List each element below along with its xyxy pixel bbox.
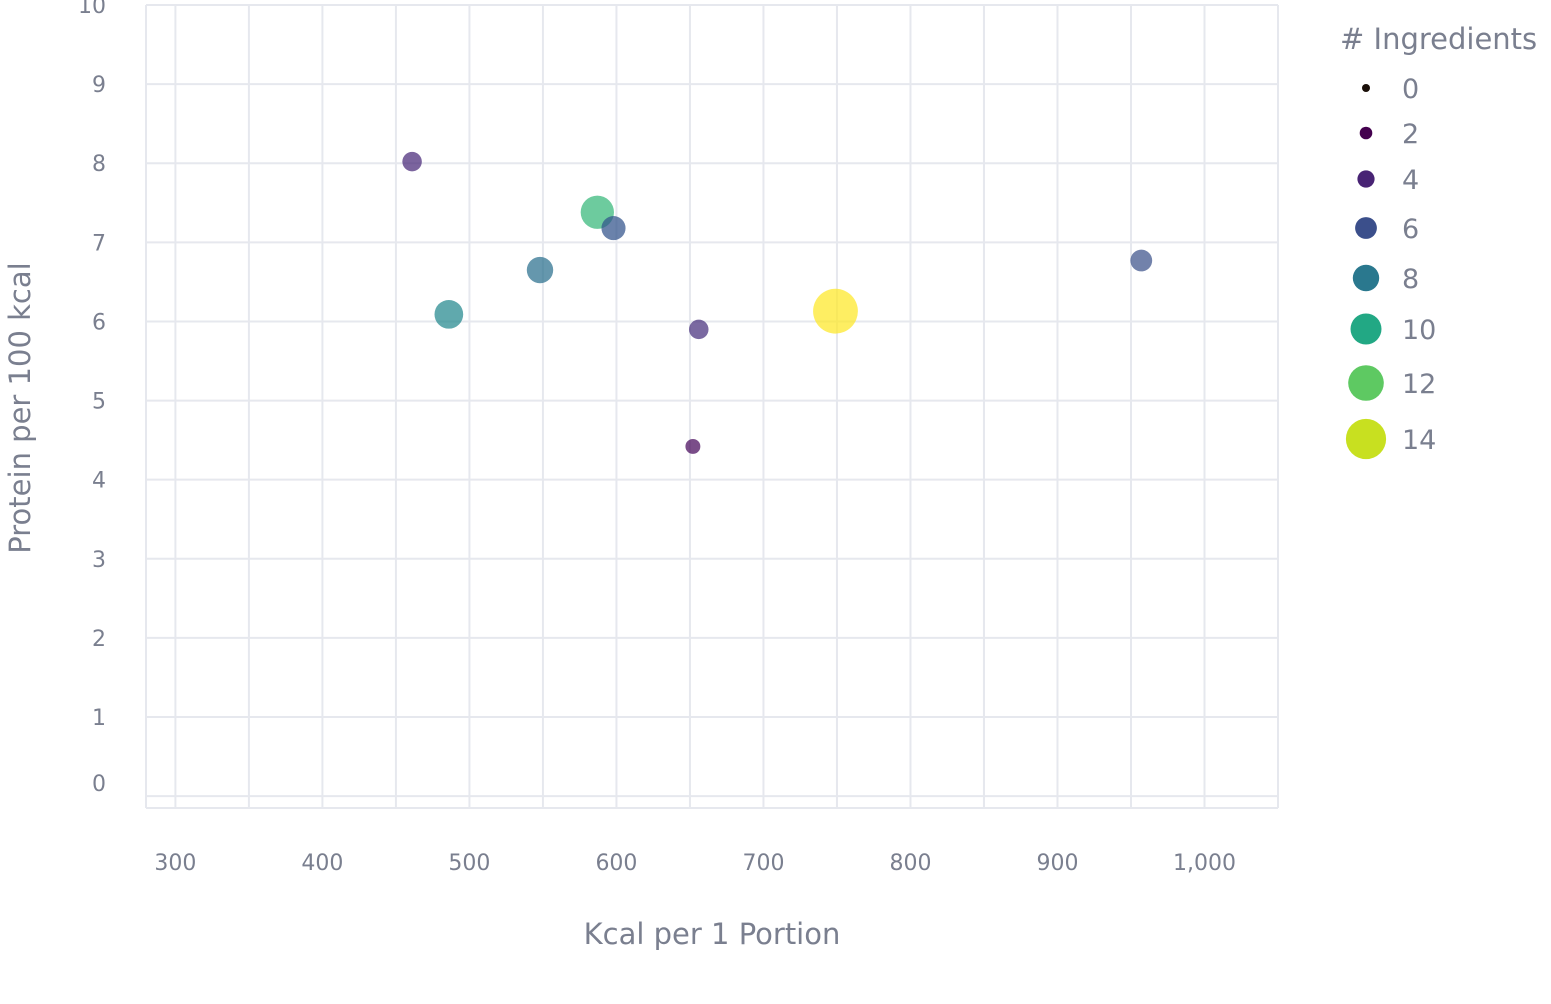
grid bbox=[145, 4, 1279, 809]
x-tick-label: 700 bbox=[742, 851, 784, 876]
legend-swatch bbox=[1359, 126, 1373, 140]
x-tick-label: 600 bbox=[595, 851, 637, 876]
y-tick-label: 3 bbox=[92, 548, 106, 573]
y-tick-label: 4 bbox=[92, 469, 106, 494]
legend-label: 14 bbox=[1402, 425, 1436, 456]
legend-title: # Ingredients bbox=[1340, 22, 1537, 56]
data-point bbox=[1130, 249, 1153, 272]
y-axis-ticks: 0 1 2 3 4 5 6 7 8 9 10 bbox=[78, 0, 106, 797]
legend: # Ingredients 0 2 4 6 8 10 12 14 bbox=[1340, 22, 1537, 460]
legend-swatch bbox=[1348, 365, 1384, 401]
y-tick-label: 1 bbox=[92, 706, 106, 731]
x-tick-label: 1,000 bbox=[1173, 851, 1236, 876]
legend-swatch bbox=[1350, 313, 1382, 345]
y-axis-title: Protein per 100 kcal bbox=[3, 262, 37, 553]
data-point bbox=[402, 151, 422, 172]
legend-label: 8 bbox=[1402, 264, 1419, 295]
x-tick-label: 800 bbox=[889, 851, 931, 876]
y-tick-label: 7 bbox=[92, 231, 106, 256]
y-tick-label: 9 bbox=[92, 73, 106, 98]
legend-swatch bbox=[1345, 418, 1387, 460]
legend-label: 0 bbox=[1402, 74, 1419, 105]
x-tick-label: 400 bbox=[301, 851, 343, 876]
y-tick-label: 5 bbox=[92, 390, 106, 415]
x-axis-title: Kcal per 1 Portion bbox=[584, 917, 841, 951]
legend-label: 6 bbox=[1402, 214, 1419, 245]
legend-label: 4 bbox=[1402, 165, 1419, 196]
legend-swatch bbox=[1357, 170, 1375, 188]
legend-swatch bbox=[1352, 264, 1380, 292]
y-tick-label: 10 bbox=[78, 0, 106, 19]
legend-swatch bbox=[1355, 217, 1377, 239]
data-point bbox=[813, 288, 858, 334]
x-tick-label: 900 bbox=[1036, 851, 1078, 876]
y-tick-label: 0 bbox=[92, 772, 106, 797]
y-tick-label: 8 bbox=[92, 152, 106, 177]
data-point bbox=[685, 439, 701, 454]
legend-label: 2 bbox=[1402, 119, 1419, 150]
legend-label: 12 bbox=[1402, 369, 1436, 400]
legend-label: 10 bbox=[1402, 315, 1436, 346]
data-point bbox=[601, 216, 626, 241]
data-point bbox=[526, 256, 554, 284]
data-points bbox=[402, 151, 1153, 454]
x-tick-label: 500 bbox=[448, 851, 490, 876]
data-point bbox=[689, 319, 709, 340]
data-point bbox=[434, 299, 464, 329]
legend-swatch bbox=[1362, 84, 1370, 92]
x-tick-label: 300 bbox=[154, 851, 196, 876]
y-tick-label: 2 bbox=[92, 627, 106, 652]
x-axis-ticks: 300 400 500 600 700 800 900 1,000 bbox=[154, 851, 1236, 876]
y-tick-label: 6 bbox=[92, 310, 106, 335]
